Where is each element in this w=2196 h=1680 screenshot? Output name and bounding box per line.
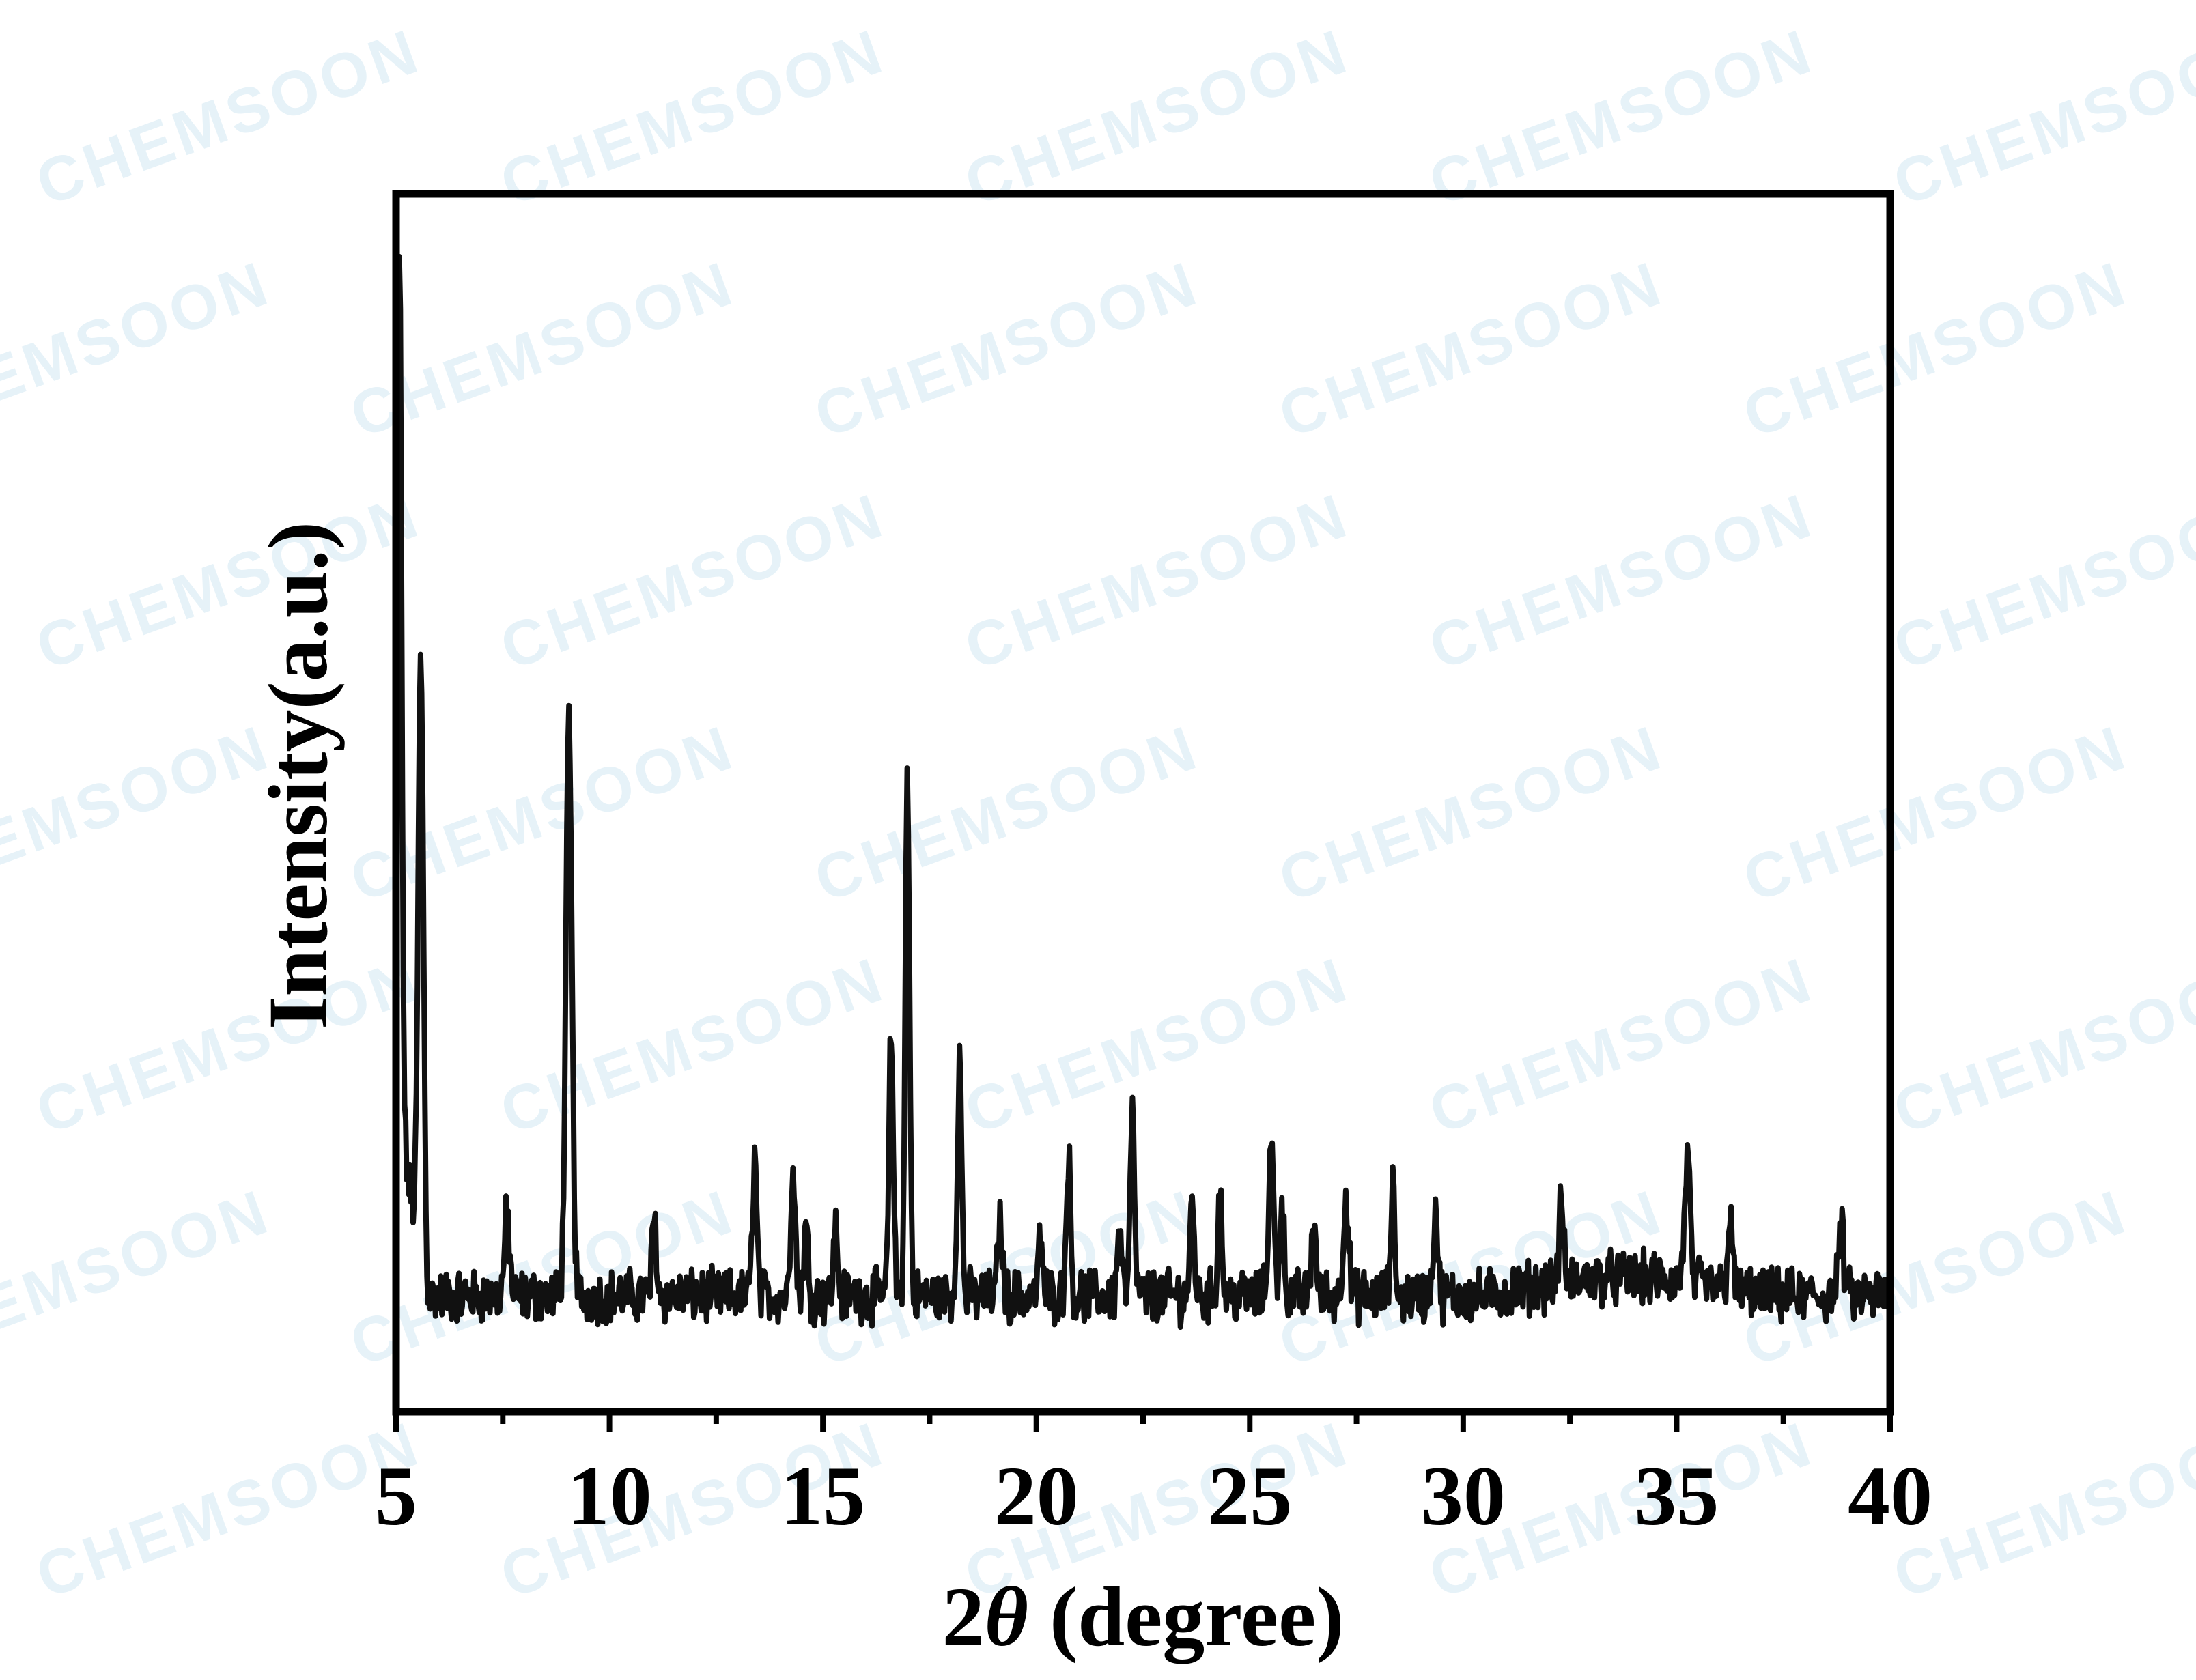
x-axis-title-suffix: (degree) bbox=[1028, 1570, 1344, 1664]
x-tick-label: 35 bbox=[1634, 1449, 1719, 1543]
x-tick-label: 25 bbox=[1207, 1449, 1292, 1543]
x-tick-label: 15 bbox=[780, 1449, 865, 1543]
x-axis-tick-labels: 5 10 15 20 25 30 35 40 bbox=[375, 1449, 1932, 1543]
x-tick-label: 30 bbox=[1421, 1449, 1506, 1543]
x-tick-label: 5 bbox=[375, 1449, 417, 1543]
diffraction-pattern-line bbox=[393, 253, 1893, 1330]
x-tick-label: 40 bbox=[1848, 1449, 1932, 1543]
y-axis-title: Intensity(a.u.) bbox=[251, 522, 345, 1029]
plot-frame bbox=[392, 190, 1894, 1416]
x-tick-label: 20 bbox=[994, 1449, 1079, 1543]
x-axis-title-prefix: 2 bbox=[942, 1570, 985, 1664]
x-axis-title-symbol: θ bbox=[985, 1570, 1028, 1664]
x-axis-title: 2θ (degree) bbox=[942, 1570, 1345, 1664]
x-tick-label: 10 bbox=[567, 1449, 652, 1543]
